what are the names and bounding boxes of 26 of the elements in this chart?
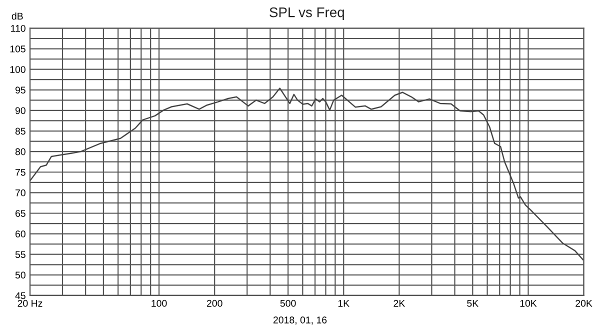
y-tick-label: 70 — [16, 189, 26, 196]
y-tick-label: 100 — [10, 66, 26, 73]
y-tick-label: 110 — [11, 24, 26, 32]
y-tick-label: 50 — [15, 272, 26, 279]
y-tick-label: 65 — [16, 210, 26, 217]
y-tick-label: 55 — [15, 251, 26, 258]
text: 2018, 01, 16 — [273, 316, 327, 325]
y-tick-label: 45 — [15, 292, 26, 300]
x-tick-label: 200 — [206, 300, 222, 307]
y-axis-title: dB — [12, 12, 23, 20]
x-tick-label: 20K — [576, 300, 592, 307]
y-tick-label: 75 — [16, 168, 26, 176]
x-tick-label: 500 — [280, 300, 296, 307]
y-tick-label: 105 — [10, 46, 26, 52]
x-tick-label: 1K — [338, 300, 350, 307]
y-tick-label: 90 — [15, 107, 26, 114]
y-tick-label: 80 — [15, 148, 26, 156]
x-tick-label: 100 — [152, 300, 167, 307]
x-tick-label: 2K — [394, 300, 406, 307]
y-tick-label: 60 — [16, 230, 26, 238]
x-tick-label: 10K — [520, 300, 537, 307]
x-tick-label: 20 Hz — [18, 300, 42, 307]
y-tick-label: 85 — [15, 128, 26, 135]
y-tick-label: 95 — [15, 86, 26, 94]
x-tick-label: 5K — [467, 300, 478, 307]
chart-title: SPL vs Freq — [270, 7, 344, 20]
